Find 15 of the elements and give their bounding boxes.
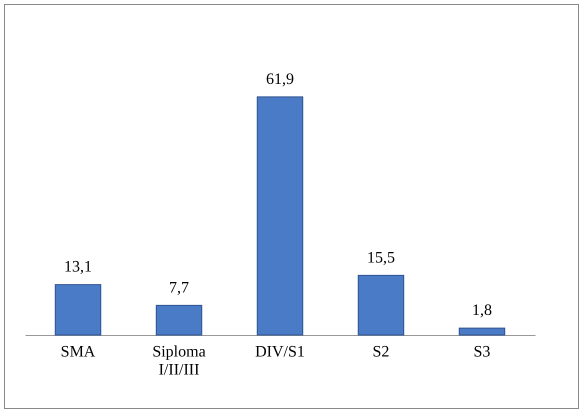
bar xyxy=(156,304,202,336)
data-label: 15,5 xyxy=(366,249,395,266)
data-label: 61,9 xyxy=(266,70,294,88)
data-label: 13,1 xyxy=(64,258,92,276)
x-tick-label: Siploma I/II/III xyxy=(152,344,206,378)
x-tick-label: SMA xyxy=(60,344,96,360)
x-tick-label: S3 xyxy=(474,344,490,360)
x-tick-label: DIV/S1 xyxy=(255,344,305,360)
bar xyxy=(256,96,304,336)
bar xyxy=(358,274,404,336)
data-label: 7,7 xyxy=(169,279,190,296)
bar xyxy=(54,284,102,336)
x-tick-label: S2 xyxy=(372,344,390,360)
data-label: 1,8 xyxy=(472,302,492,320)
bar xyxy=(458,328,506,336)
